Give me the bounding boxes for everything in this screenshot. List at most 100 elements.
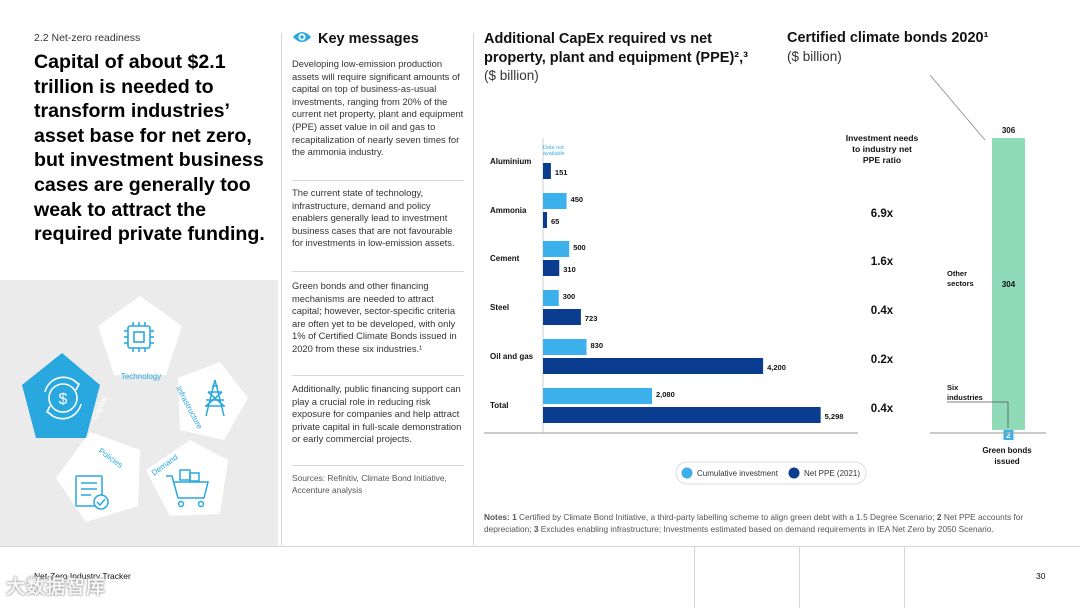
leader-line <box>947 401 1009 428</box>
leader-line <box>929 74 986 141</box>
enablers-diagram-panel: Technology Infrastructure $ Capital <box>0 280 278 546</box>
category-label: Steel <box>490 303 509 312</box>
key-message-3: Green bonds and other financing mechanis… <box>292 280 457 354</box>
legend-frame <box>675 461 867 485</box>
legend-label-net-ppe: Net PPE (2021) <box>804 469 860 478</box>
bar-cumulative-investment <box>543 339 587 355</box>
legend-label-cumulative: Cumulative investment <box>697 469 779 478</box>
technology-label: Technology <box>121 372 161 381</box>
bar-value-label: 65 <box>551 217 559 226</box>
bar-value-label: 4,200 <box>767 363 786 372</box>
note-text-2: Net PPE accounts for depreciation; <box>484 512 1024 534</box>
charts-canvas: Aluminium Data not available 151 Ammonia 450 6… <box>484 74 1046 485</box>
key-message-2: The current state of technology, infrast… <box>292 187 455 249</box>
section-label: 2.2 Net-zero readiness <box>34 32 141 44</box>
footer-divider <box>799 546 800 608</box>
category-label: Cement <box>490 254 520 263</box>
series-label-other-sectors: Other sectors <box>947 269 974 288</box>
legend-swatch-cumulative <box>681 467 693 479</box>
sources-note: Sources: Refinitiv, Climate Bond Initiat… <box>292 473 447 495</box>
bonds-chart-unit: ($ billion) <box>787 49 842 64</box>
page-headline: Capital of about $2.1 trillion is needed… <box>34 51 265 246</box>
power-pylon-icon <box>205 379 225 417</box>
eye-icon <box>292 30 312 48</box>
bar-net-ppe <box>543 260 560 276</box>
note-number-1: 1 <box>512 512 517 522</box>
chart-notes: Notes: 1 Certified by Climate Bond Initi… <box>484 512 1054 535</box>
capex-chart-title: Additional CapEx required vs net propert… <box>484 31 748 66</box>
bonds-chart: 306 304 2 Other sectors Six industries Green bo… <box>929 74 1046 466</box>
bar-value-label: 2,080 <box>656 390 675 399</box>
bar-value-label: 310 <box>563 265 576 274</box>
key-messages-title-text: Key messages <box>318 31 419 47</box>
dollar-sign: $ <box>59 391 68 408</box>
note-number-3: 3 <box>533 523 539 534</box>
circuit-chip-icon <box>124 322 154 352</box>
column-divider <box>281 33 282 546</box>
dollar-cycle-icon <box>44 376 82 420</box>
bonds-total-label: 306 <box>1002 126 1016 135</box>
watermark: 大数据智库 <box>6 577 107 598</box>
note-text-1: Certified by Climate Bond Initiative, a … <box>516 512 937 522</box>
key-messages-title: Key messages <box>292 30 419 48</box>
bar-cumulative-investment <box>543 290 559 306</box>
category-label: Ammonia <box>490 206 527 215</box>
page-number: 30 <box>1036 571 1046 581</box>
bar-cumulative-investment <box>543 193 567 209</box>
bar-value-label: 2 <box>1006 431 1011 440</box>
notes-lead: Notes: <box>484 512 513 522</box>
bar-value-label: 304 <box>1002 280 1016 289</box>
divider <box>292 465 464 466</box>
chart-legend: Cumulative investment Net PPE (2021) <box>675 461 867 485</box>
bar-cumulative-investment <box>543 241 570 257</box>
footer-report-name: Net-Zero Industry Tracker <box>34 571 131 581</box>
bar-cumulative-investment <box>543 388 653 404</box>
capex-chart: Aluminium Data not available 151 Ammonia 450 6… <box>484 138 858 434</box>
divider <box>292 375 464 376</box>
column-divider <box>473 33 474 546</box>
bar-net-ppe <box>543 163 551 179</box>
technology-pentagon: Technology <box>98 296 182 381</box>
category-label: Total <box>490 401 509 410</box>
bar-net-ppe <box>543 212 547 228</box>
ratio-header: Investment needs to industry net PPE ratio <box>846 133 919 165</box>
key-message-4: Additionally, public financing support c… <box>292 383 462 445</box>
bar-net-ppe <box>543 309 581 325</box>
ratio-value: 1.6x <box>871 256 894 268</box>
bar-net-ppe <box>543 358 764 374</box>
bar-other-sectors <box>992 138 1025 430</box>
bonds-chart-title: Certified climate bonds 2020¹ <box>787 30 989 46</box>
category-label: Oil and gas <box>490 352 534 361</box>
bar-value-label: 723 <box>585 314 598 323</box>
ratio-value: 0.2x <box>871 354 894 366</box>
ratio-value: 0.4x <box>871 305 894 317</box>
bar-value-label: 500 <box>573 243 586 252</box>
bar-value-label: 5,298 <box>825 412 844 421</box>
bar-value-label: 450 <box>571 195 584 204</box>
note-number-2: 2 <box>936 512 942 522</box>
capital-pentagon: $ Capital <box>22 353 110 438</box>
ratio-value: 6.9x <box>871 208 894 220</box>
bar-value-label: 300 <box>563 292 576 301</box>
ratio-column: Investment needs to industry net PPE ratio… <box>846 133 919 415</box>
policy-document-icon <box>75 475 109 510</box>
category-label: Aluminium <box>490 157 531 166</box>
bar-net-ppe <box>543 407 821 423</box>
bonds-category-label: Green bonds issued <box>982 446 1032 466</box>
bar-six-industries <box>1003 430 1014 440</box>
legend-swatch-net-ppe <box>788 467 800 479</box>
capex-chart-unit: ($ billion) <box>484 68 539 83</box>
footer-divider <box>904 546 905 608</box>
footer-divider <box>694 546 695 608</box>
shopping-cart-icon <box>166 469 209 508</box>
key-message-1: Developing low-emission production asset… <box>292 58 464 158</box>
divider <box>292 271 464 272</box>
infrastructure-pentagon: Infrastructure <box>174 362 248 440</box>
no-data-label: Data not available <box>543 145 565 157</box>
enablers-diagram: Technology Infrastructure $ Capital <box>22 296 248 522</box>
policies-pentagon: Policies <box>56 432 140 522</box>
series-label-six-industries: Six industries <box>947 383 983 402</box>
divider <box>292 180 464 181</box>
footer-rule <box>0 546 1080 547</box>
bar-value-label: 151 <box>555 168 568 177</box>
